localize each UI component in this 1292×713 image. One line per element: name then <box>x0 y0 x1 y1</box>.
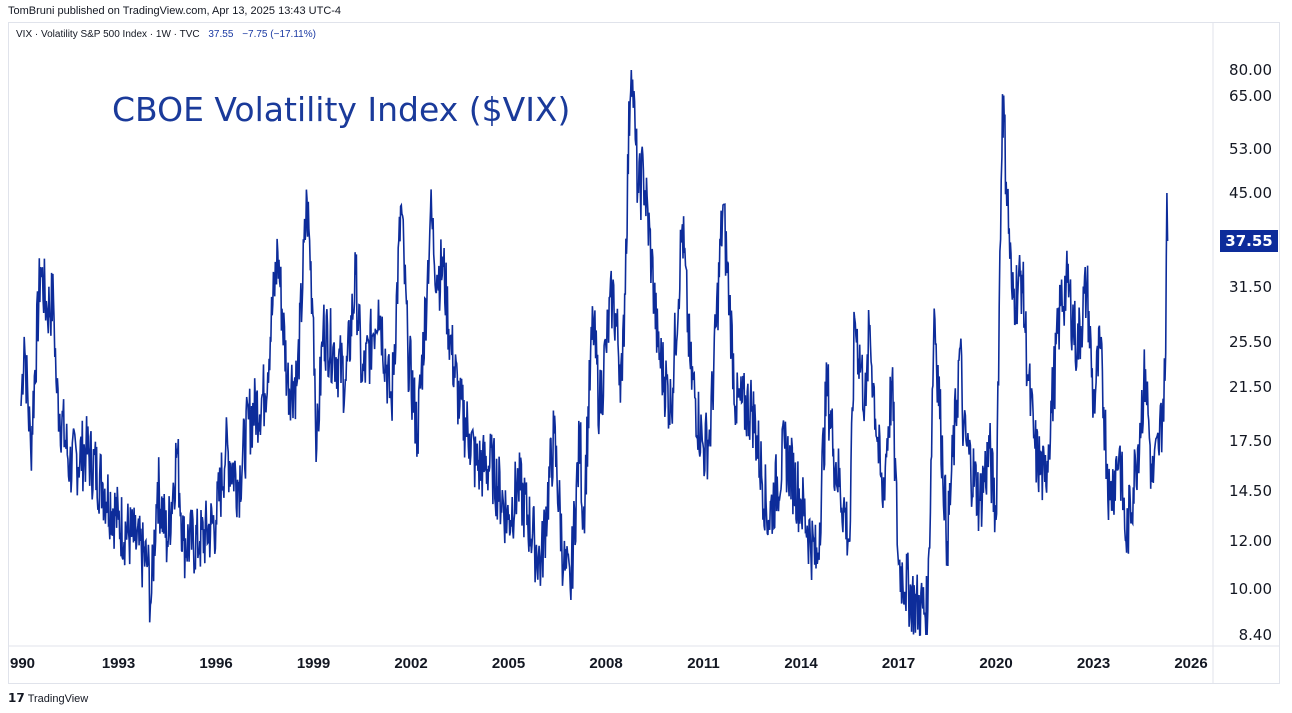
x-tick-label: 1993 <box>102 655 135 672</box>
last-price: 37.55 <box>208 29 234 40</box>
x-tick-label: 2008 <box>589 655 622 672</box>
x-tick-label: 2014 <box>784 655 818 672</box>
y-tick-label: 80.00 <box>1229 61 1272 79</box>
tv-logo-icon: 𝟭𝟳 <box>8 691 25 705</box>
y-tick-label: 17.50 <box>1229 432 1272 450</box>
x-tick-label: 2026 <box>1174 655 1207 672</box>
y-tick-label: 65.00 <box>1229 87 1272 105</box>
y-tick-label: 14.50 <box>1229 482 1272 500</box>
last-price-tag-bg <box>1220 230 1278 252</box>
y-tick-label: 8.40 <box>1239 626 1272 644</box>
y-tick-label: 10.00 <box>1229 580 1272 598</box>
chart-frame <box>8 22 1280 684</box>
x-tick-label: 1996 <box>199 655 232 672</box>
symbol-legend: VIX · Volatility S&P 500 Index · 1W · TV… <box>16 29 316 40</box>
x-tick-label: 1999 <box>297 655 330 672</box>
chart-title: CBOE Volatility Index ($VIX) <box>112 90 571 129</box>
vix-series-line <box>20 69 1169 636</box>
price-change: −7.75 (−17.11%) <box>242 29 316 40</box>
y-tick-label: 53.00 <box>1229 140 1272 158</box>
x-tick-label: 2011 <box>687 655 720 672</box>
y-tick-label: 21.50 <box>1229 378 1272 396</box>
y-tick-label: 12.00 <box>1229 532 1272 550</box>
published-by: TomBruni published on TradingView.com, A… <box>8 5 342 17</box>
symbol-info: VIX · Volatility S&P 500 Index · 1W · TV… <box>16 29 200 40</box>
tradingview-logo: 𝟭𝟳 TradingView <box>8 691 88 705</box>
x-tick-label: 990 <box>10 655 35 672</box>
x-tick-label: 2023 <box>1077 655 1110 672</box>
y-tick-label: 31.50 <box>1229 278 1272 296</box>
y-tick-label: 45.00 <box>1229 184 1272 202</box>
tradingview-brand: TradingView <box>27 693 89 705</box>
x-tick-label: 2005 <box>492 655 525 672</box>
x-tick-label: 2020 <box>979 655 1012 672</box>
last-price-tag: 37.55 <box>1220 230 1278 252</box>
x-tick-label: 2017 <box>882 655 915 672</box>
y-tick-label: 25.50 <box>1229 333 1272 351</box>
last-price-tag-label: 37.55 <box>1225 232 1272 250</box>
x-tick-label: 2002 <box>394 655 427 672</box>
